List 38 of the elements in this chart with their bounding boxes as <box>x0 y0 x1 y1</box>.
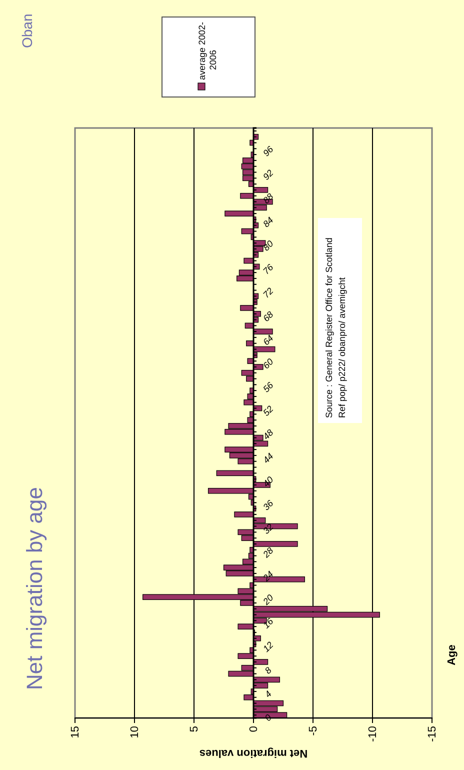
note-box: Source : General Register Office for Scotland Ref pop/ p222/ obanpro/ avemigcht <box>318 218 362 423</box>
y-tick-label: 36 <box>261 498 276 512</box>
x-tick-label: 10 <box>129 726 142 738</box>
y-tick-label: 88 <box>261 191 276 206</box>
y-tick-label: 44 <box>261 451 276 466</box>
y-tick-label: 84 <box>261 215 276 230</box>
y-tick-label: 76 <box>261 262 276 276</box>
y-tick-label: 60 <box>261 356 276 371</box>
annotation: Ref pop/ p222/ obanpro/ avemigcht <box>337 276 347 418</box>
y-tick-label: 8 <box>262 665 274 676</box>
y-tick-label: 56 <box>261 380 276 394</box>
x-axis-title: Net migration values <box>199 747 308 759</box>
y-tick-label: 20 <box>260 592 276 608</box>
text: Net migration by age <box>22 487 47 690</box>
x-tick-label: 5 <box>188 726 201 732</box>
annotation: Source : General Register Office for Scotland <box>324 238 334 418</box>
y-axis-title: Age <box>446 644 458 666</box>
y-tick-label: 92 <box>261 168 276 182</box>
x-tick-label: 0 <box>248 726 260 732</box>
y-tick-label: 28 <box>260 545 276 560</box>
x-tick-label: -10 <box>367 726 380 742</box>
y-tick-label: 40 <box>261 474 276 489</box>
text: average 2002-2006 <box>197 22 218 80</box>
y-tick-label: 48 <box>261 427 276 442</box>
y-tick-label: 96 <box>261 144 276 158</box>
chart-subtitle: Oban <box>19 14 35 48</box>
y-tick-label: 4 <box>262 688 274 700</box>
x-tick-label: -5 <box>308 726 320 736</box>
y-tick-label: 52 <box>261 404 276 418</box>
y-tick-label: 72 <box>261 286 276 300</box>
y-tick-label: 32 <box>261 522 276 536</box>
y-tick-label: 80 <box>261 238 276 253</box>
x-tick-label: -15 <box>426 726 439 742</box>
x-tick-label: 15 <box>70 726 82 738</box>
y-tick-label: 68 <box>261 309 276 324</box>
y-tick-label: 12 <box>261 640 276 654</box>
y-tick-label: 64 <box>261 333 276 348</box>
y-tick-label: 16 <box>261 616 276 630</box>
